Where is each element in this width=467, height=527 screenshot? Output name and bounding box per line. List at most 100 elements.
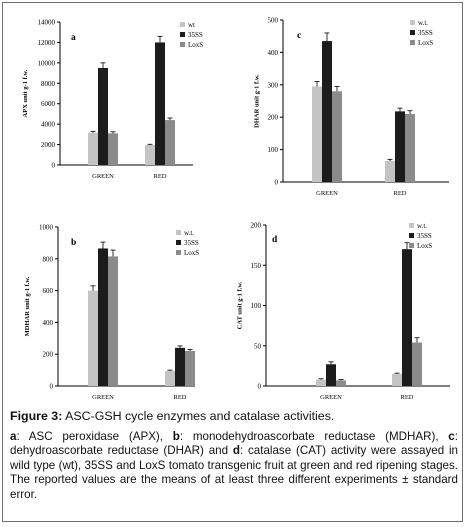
legend-swatch-LoxS [176,250,181,255]
x-tick-label: GREEN [92,394,114,401]
bar-w.t.-GREEN [312,86,322,182]
legend-label-35SS: 35SS [417,232,432,240]
legend-label-35SS: 35SS [188,31,203,39]
legend-label-LoxS: LoxS [418,39,433,47]
legend-label-LoxS: LoxS [184,249,199,257]
caption-text-b: : monodehydroascorbate reductase (MDHAR)… [179,429,449,443]
bar-LoxS-GREEN [108,256,118,386]
y-tick-label: 400 [43,319,54,327]
y-tick-label: 6000 [41,100,56,108]
legend-label-LoxS: LoxS [188,41,203,49]
y-tick-label: 400 [268,49,279,57]
legend-swatch-wt [180,22,185,27]
caption-letter-c: c [448,429,455,443]
bar-w.t.-RED [392,373,402,386]
legend-swatch-LoxS [409,243,414,248]
legend-swatch-35SS [176,240,181,245]
bar-LoxS-GREEN [336,380,346,386]
caption-text-a: : ASC peroxidase (APX), [16,429,173,443]
caption-figure-label: Figure 3: [10,409,63,423]
panel-letter: c [297,31,301,41]
legend-swatch-35SS [410,30,415,35]
legend-label-w.t.: w.t. [418,19,428,27]
bar-LoxS-RED [412,342,422,386]
chart-panel-b: 0 200 400 600 800 1000 MDHAR unit g-1 f.w. b GRE… [24,224,199,402]
y-axis-title: DHAR unit g-1 f.w. [253,74,260,128]
legend: w.t. 35SS LoxS [409,222,432,250]
y-tick-label: 0 [50,383,54,391]
bar-LoxS-RED [405,113,415,182]
bar-35SS-GREEN [326,364,336,386]
y-tick-label: 4000 [41,121,56,129]
y-tick-label: 8000 [41,80,56,88]
y-tick-label: 100 [268,146,279,154]
bar-35SS-RED [155,42,165,165]
legend-label-35SS: 35SS [418,29,433,37]
y-tick-label: 200 [43,351,54,359]
y-tick-label: 150 [251,262,262,270]
y-tick-label: 0 [52,162,56,170]
x-tick-label: GREEN [316,190,338,197]
y-tick-label: 600 [43,287,54,295]
bar-LoxS-GREEN [332,91,342,182]
x-tick-label: RED [174,394,187,401]
bar-35SS-RED [402,249,412,386]
legend-swatch-w.t. [409,223,414,228]
y-tick-label: 10000 [38,59,56,67]
bar-LoxS-RED [165,120,175,165]
x-tick-label: GREEN [320,394,342,401]
caption-letter-b: b [172,429,180,443]
y-tick-label: 200 [251,222,262,230]
y-tick-label: 50 [254,342,262,350]
y-tick-label: 0 [275,179,279,187]
panel-letter: b [71,238,76,248]
chart-panel-a: 0 2000 4000 6000 8000 10000 12000 14000 APX unit… [22,19,203,181]
bar-w.t.-GREEN [316,379,326,386]
legend-label-w.t.: w.t. [417,222,427,230]
caption-text-c: : dehydroascorbate reductase (DHAR) and [10,429,458,458]
bar-w.t.-GREEN [88,290,98,386]
chart-panel-c: 0 100 200 300 400 500 DHAR unit g-1 f.w. c GREEN… [253,17,449,197]
y-tick-label: 14000 [38,19,56,27]
y-tick-label: 200 [268,114,279,122]
bar-LoxS-GREEN [108,133,118,165]
figure-caption: Figure 3: ASC-GSH cycle enzymes and cata… [10,409,458,502]
y-tick-label: 800 [43,255,54,263]
y-axis-title: MDHAR unit g-1 f.w. [24,276,31,336]
bar-35SS-GREEN [322,41,332,183]
x-tick-label: RED [154,173,167,180]
legend-swatch-w.t. [176,230,181,235]
bar-35SS-GREEN [98,248,108,386]
bar-35SS-RED [175,347,185,386]
legend-swatch-w.t. [410,20,415,25]
bar-w.t.-RED [165,370,175,386]
legend-swatch-35SS [409,233,414,238]
caption-title: Figure 3: ASC-GSH cycle enzymes and cata… [10,409,458,424]
panel-letter: d [272,235,278,245]
caption-text-d: : catalase (CAT) activity were assayed i… [10,444,458,501]
y-tick-label: 12000 [38,39,56,47]
y-axis-title: CAT unit g-1 f.w. [236,281,243,329]
y-tick-label: 500 [268,17,279,25]
bar-35SS-GREEN [98,67,108,165]
y-tick-label: 1000 [39,224,54,232]
figure-frame [2,2,463,522]
legend-label-wt: wt [188,21,195,29]
legend: w.t. 35SS LoxS [176,229,199,257]
y-tick-label: 300 [268,81,279,89]
caption-body: a: ASC peroxidase (APX), b: monodehydroa… [10,430,458,503]
bar-LoxS-RED [185,351,195,386]
legend: wt 35SS LoxS [180,21,203,49]
bar-wt-RED [145,145,155,165]
caption-letter-a: a [10,429,17,443]
legend: w.t. 35SS LoxS [410,19,433,47]
bar-wt-GREEN [88,132,98,165]
bar-w.t.-RED [385,160,395,182]
legend-swatch-LoxS [410,40,415,45]
x-tick-label: RED [401,394,414,401]
bar-35SS-RED [395,111,405,182]
panel-letter: a [71,33,76,43]
legend-swatch-LoxS [180,42,185,47]
y-axis-title: APX unit g-1 f.w. [22,69,29,117]
